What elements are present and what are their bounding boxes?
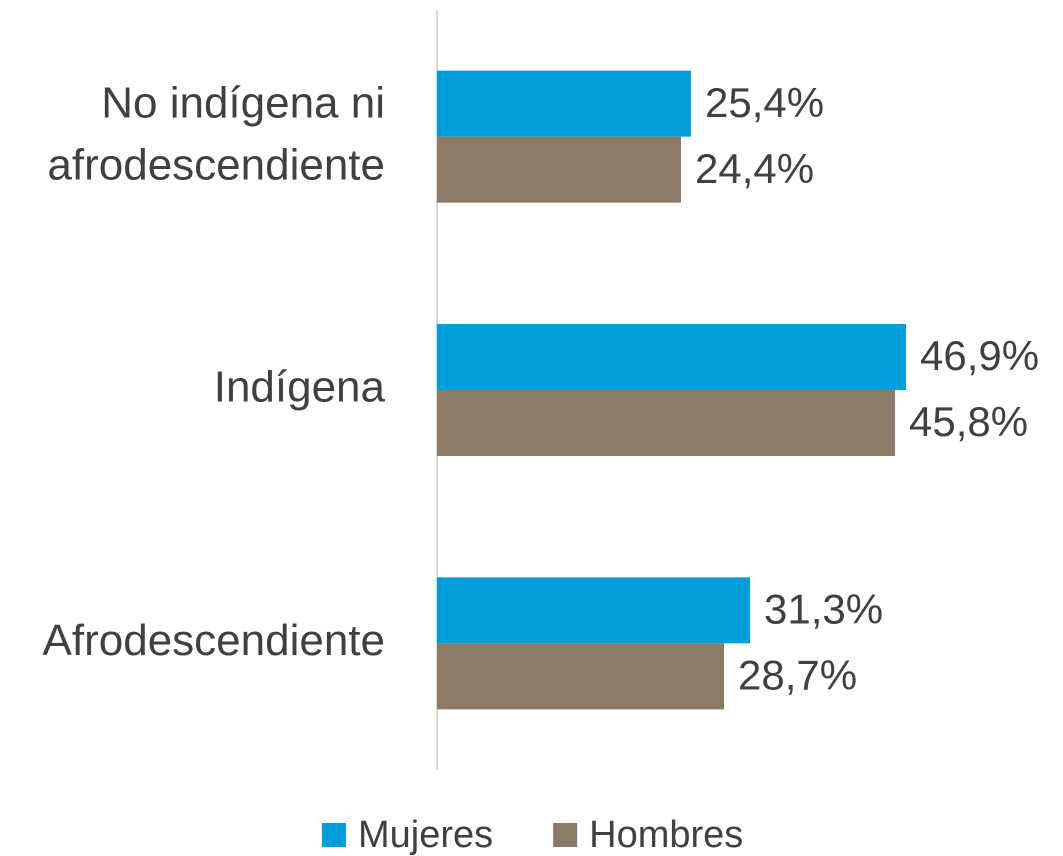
bar (437, 643, 724, 710)
value-label: 31,3% (764, 585, 883, 632)
value-label: 28,7% (738, 651, 857, 698)
bar (437, 390, 895, 456)
bar (437, 577, 750, 644)
legend-label: Hombres (589, 814, 743, 856)
category-label: Indígena (214, 363, 386, 412)
value-label: 25,4% (705, 79, 824, 126)
bar (437, 324, 906, 390)
bar (437, 136, 681, 203)
value-label: 46,9% (920, 332, 1039, 379)
legend-swatch (322, 823, 346, 847)
bar (437, 70, 691, 137)
legend-label: Mujeres (358, 814, 493, 856)
value-label: 24,4% (695, 145, 814, 192)
legend-swatch (553, 823, 578, 847)
value-label: 45,8% (909, 398, 1028, 445)
category-label: Afrodescendiente (43, 616, 385, 665)
category-label: No indígena ni afrodescendiente (47, 78, 385, 189)
